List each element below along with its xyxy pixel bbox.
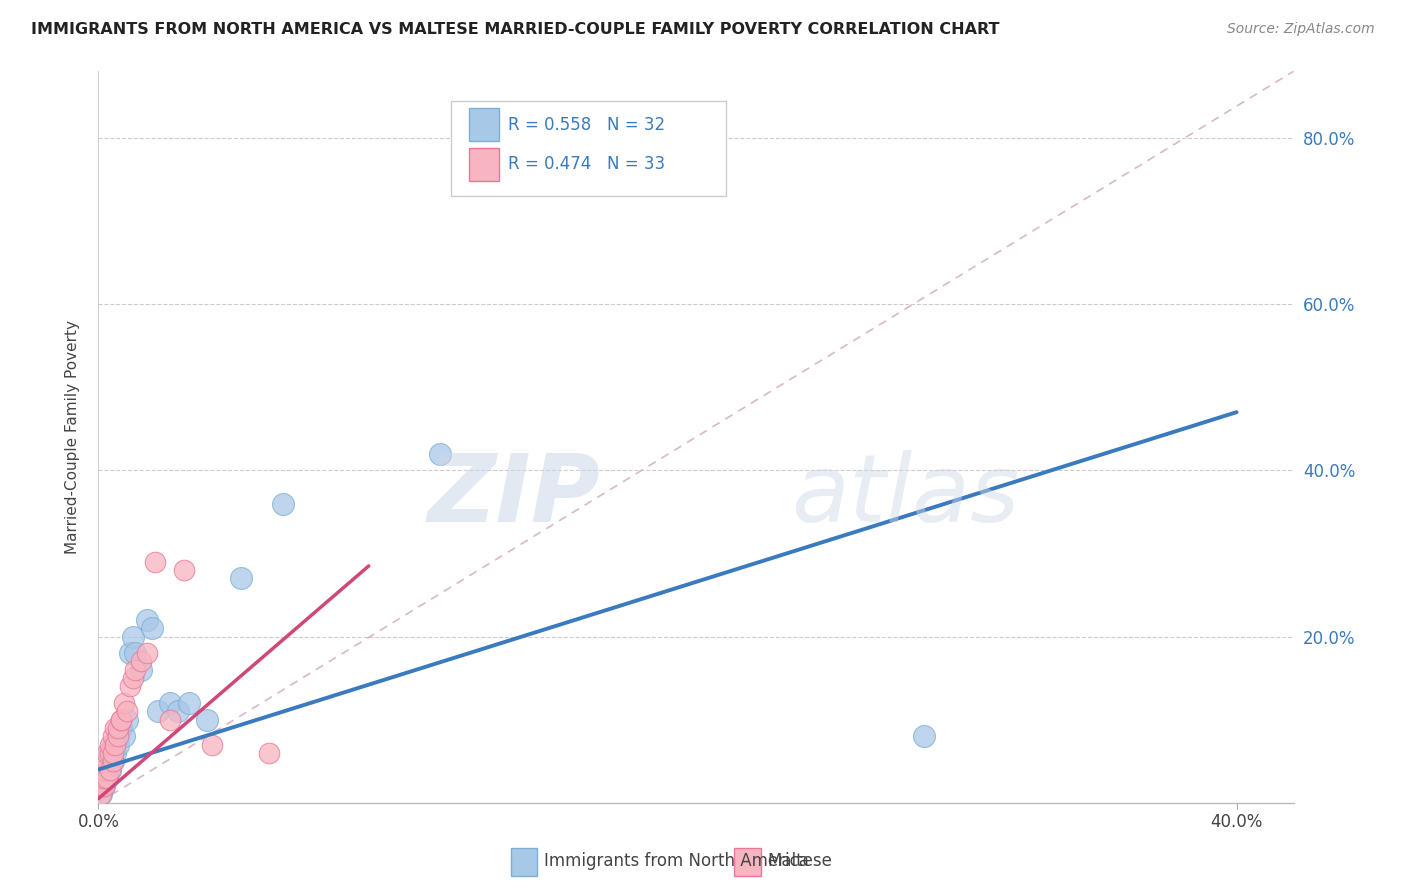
Point (129, 663, 152, 677)
Point (112, 696, 135, 710)
FancyBboxPatch shape (451, 101, 725, 195)
Point (93, 771, 115, 785)
Point (101, 754, 124, 768)
Point (96, 746, 118, 760)
Point (93, 763, 115, 777)
Text: IMMIGRANTS FROM NORTH AMERICA VS MALTESE MARRIED-COUPLE FAMILY POVERTY CORRELATI: IMMIGRANTS FROM NORTH AMERICA VS MALTESE… (31, 22, 1000, 37)
Point (273, 497, 295, 511)
Point (104, 738, 127, 752)
Point (257, 746, 280, 760)
Point (101, 746, 124, 760)
Point (195, 713, 218, 727)
Point (96, 754, 118, 768)
Point (93, 779, 115, 793)
Point (159, 696, 181, 710)
Point (110, 713, 132, 727)
Point (90, 779, 112, 793)
Point (101, 738, 124, 752)
Point (167, 705, 190, 719)
Point (121, 630, 143, 644)
Point (104, 721, 127, 735)
Bar (470, 108, 499, 141)
Point (429, 447, 451, 461)
Point (159, 713, 181, 727)
Point (93, 779, 115, 793)
Point (121, 671, 143, 685)
Text: R = 0.474   N = 33: R = 0.474 N = 33 (509, 155, 665, 173)
Point (110, 721, 132, 735)
Point (118, 680, 141, 694)
Point (141, 621, 163, 635)
Point (118, 646, 141, 660)
Point (96, 771, 118, 785)
Point (115, 713, 138, 727)
Point (90, 788, 112, 802)
Text: Immigrants from North America: Immigrants from North America (544, 853, 808, 871)
Point (107, 738, 129, 752)
Point (148, 705, 170, 719)
Point (115, 705, 138, 719)
Text: R = 0.558   N = 32: R = 0.558 N = 32 (509, 116, 665, 134)
Point (90, 779, 112, 793)
Point (912, 729, 935, 743)
Text: ZIP: ZIP (427, 450, 600, 541)
Point (98, 763, 121, 777)
Point (98, 738, 121, 752)
Point (135, 646, 157, 660)
Point (96, 771, 118, 785)
Point (107, 729, 129, 743)
Point (201, 738, 224, 752)
Y-axis label: Married-Couple Family Poverty: Married-Couple Family Poverty (65, 320, 80, 554)
Bar (734, 848, 761, 876)
Point (135, 613, 157, 627)
Point (124, 646, 146, 660)
Bar (470, 148, 499, 181)
Point (101, 754, 124, 768)
Point (96, 754, 118, 768)
Point (104, 746, 127, 760)
Point (96, 763, 118, 777)
Point (229, 571, 252, 585)
Text: atlas: atlas (792, 450, 1019, 541)
Text: Source: ZipAtlas.com: Source: ZipAtlas.com (1227, 22, 1375, 37)
Point (173, 563, 195, 577)
Point (143, 555, 166, 569)
Point (124, 663, 146, 677)
Point (110, 713, 132, 727)
Point (90, 771, 112, 785)
Point (90, 788, 112, 802)
Point (112, 729, 135, 743)
Point (98, 746, 121, 760)
Point (107, 721, 129, 735)
Point (101, 729, 124, 743)
Text: Maltese: Maltese (768, 853, 832, 871)
Point (129, 655, 152, 669)
Point (107, 729, 129, 743)
Point (98, 763, 121, 777)
Point (93, 771, 115, 785)
Point (179, 696, 201, 710)
Bar (510, 848, 537, 876)
Point (98, 746, 121, 760)
